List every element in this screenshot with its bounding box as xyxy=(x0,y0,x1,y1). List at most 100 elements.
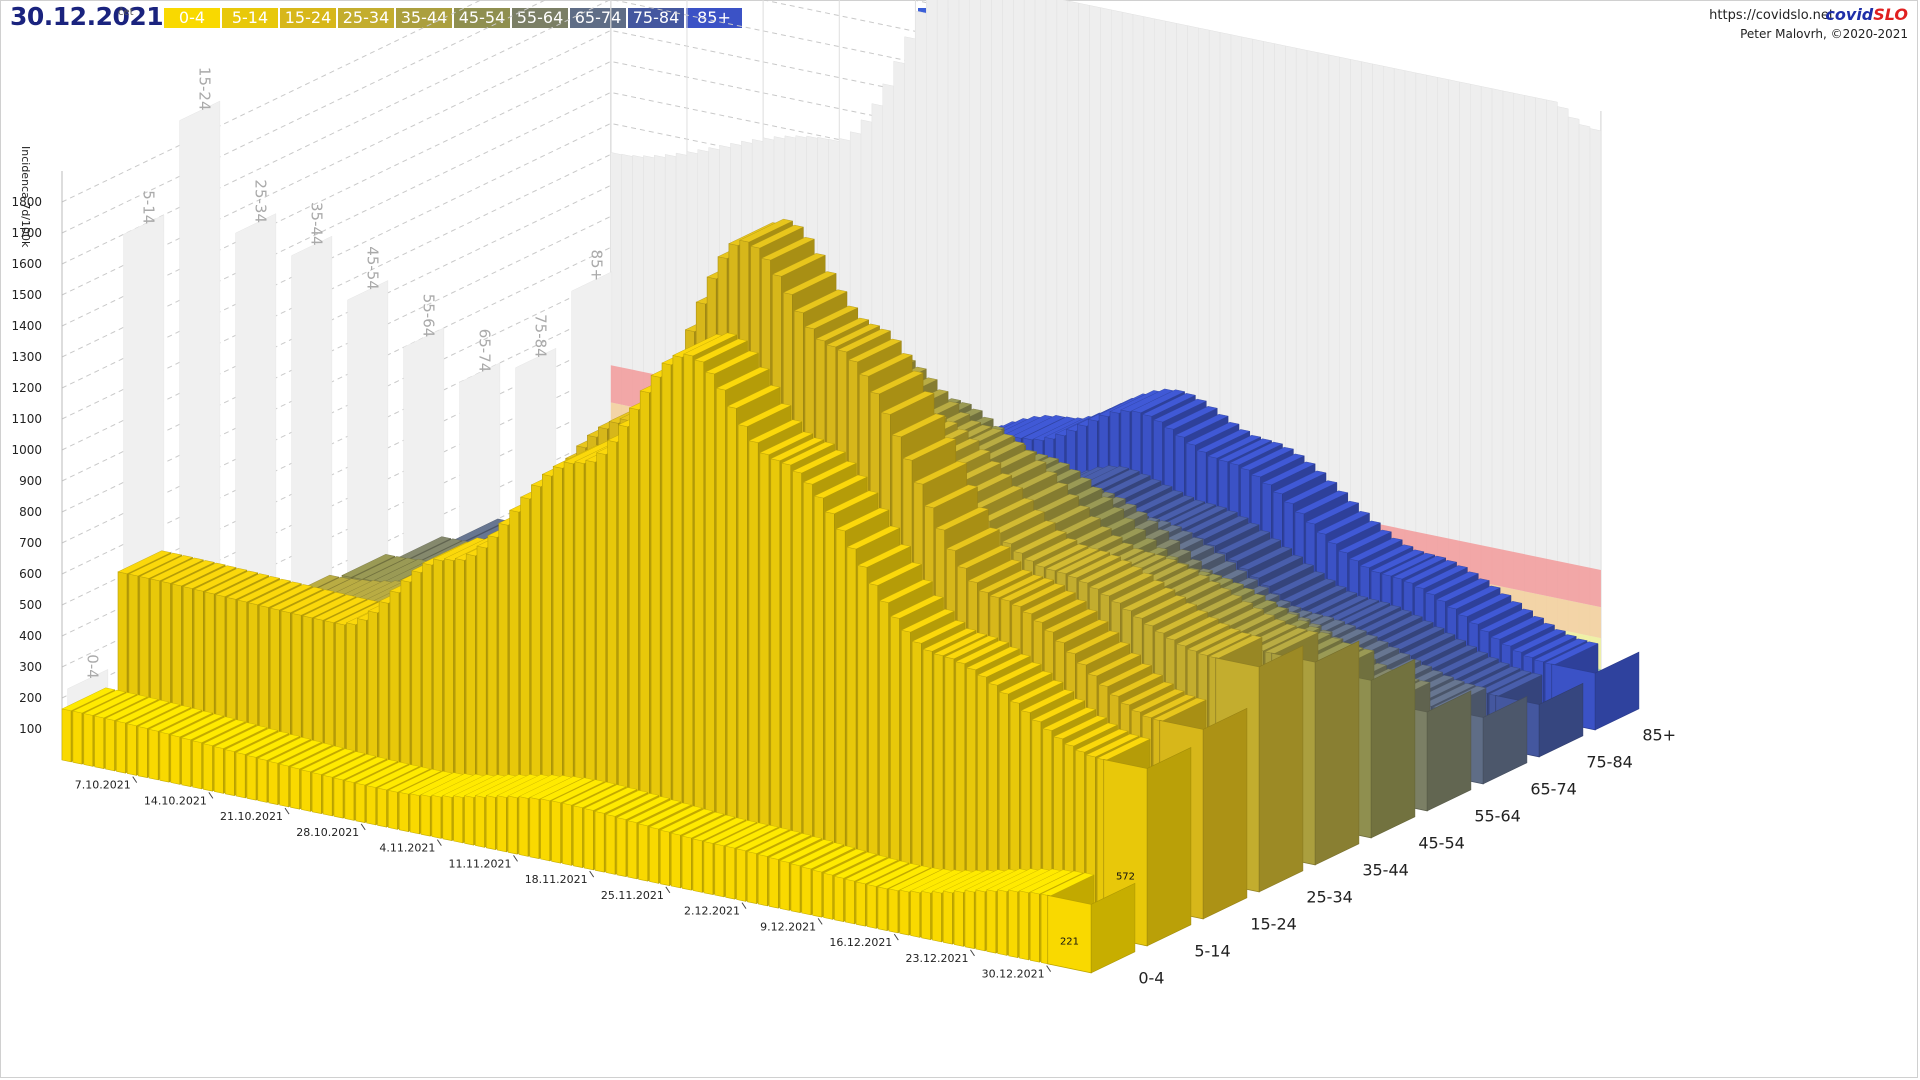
bar-top xyxy=(1392,555,1447,580)
bar-top xyxy=(1185,421,1240,446)
x-tick-label: 18.11.2021 xyxy=(525,873,588,886)
bar-front xyxy=(846,546,857,886)
bar-top xyxy=(835,507,890,532)
bar-front xyxy=(964,889,975,949)
bar-front xyxy=(725,845,736,900)
bar-top xyxy=(311,751,366,775)
bar-top xyxy=(1012,530,1067,554)
bar-top xyxy=(1131,389,1186,413)
bar-top xyxy=(72,689,127,714)
legend-item-45-54[interactable]: 45-54 xyxy=(454,8,510,28)
bar-front xyxy=(694,359,705,855)
legend-item-55-64[interactable]: 55-64 xyxy=(512,8,568,28)
legend-item-0-4[interactable]: 0-4 xyxy=(164,8,220,28)
y-tick-label: 100 xyxy=(19,722,42,736)
bar-top xyxy=(802,461,857,485)
y-tick-label: 1700 xyxy=(11,226,42,240)
x-tick xyxy=(284,807,290,815)
bar-top xyxy=(735,827,791,851)
bar-top xyxy=(782,271,837,295)
legend-item-5-14[interactable]: 5-14 xyxy=(222,8,278,28)
side-projection-label: 0-4 xyxy=(84,654,102,679)
site-url[interactable]: https://covidslo.net xyxy=(1709,8,1834,23)
bar-front xyxy=(520,496,531,819)
bar-front xyxy=(975,889,986,952)
bar-top xyxy=(759,431,814,455)
side-projection-label: 75-84 xyxy=(532,314,550,358)
bar-top xyxy=(815,317,870,342)
bar-front xyxy=(322,774,333,817)
bar-top xyxy=(922,628,977,652)
x-tick xyxy=(970,949,975,957)
bar-front xyxy=(475,795,485,848)
legend-item-25-34[interactable]: 25-34 xyxy=(338,8,394,28)
bar-top xyxy=(561,781,616,806)
bar-top xyxy=(1260,563,1315,587)
bar-front xyxy=(1019,890,1029,961)
bar-top xyxy=(1163,406,1218,430)
bar-top xyxy=(746,830,801,854)
bar-top xyxy=(170,713,225,738)
bar-top xyxy=(1229,441,1284,466)
legend-item-15-24[interactable]: 15-24 xyxy=(280,8,336,28)
bar-top xyxy=(139,555,194,579)
bar-top xyxy=(987,662,1042,686)
bar-front xyxy=(214,746,224,794)
age-axis-label: 65-74 xyxy=(1530,779,1577,798)
bar-top xyxy=(1154,609,1209,634)
bar-top xyxy=(770,437,825,461)
bar-top xyxy=(104,697,159,721)
bar-top xyxy=(1042,707,1097,731)
bar-top xyxy=(291,592,346,616)
x-tick-label: 7.10.2021 xyxy=(75,779,131,792)
bar-front xyxy=(531,484,541,821)
bar-top xyxy=(1021,590,1077,614)
bar-top xyxy=(126,702,181,726)
x-tick-label: 30.12.2021 xyxy=(982,968,1045,981)
legend-item-65-74[interactable]: 65-74 xyxy=(570,8,626,28)
bar-top xyxy=(1085,733,1140,758)
bar-top xyxy=(837,328,892,353)
bar-top xyxy=(1239,446,1295,471)
bar-front xyxy=(910,890,921,938)
bar-front xyxy=(605,814,616,875)
bar-front xyxy=(616,817,627,877)
bar-top xyxy=(1238,546,1293,570)
bar-front xyxy=(649,826,659,884)
bar-front xyxy=(496,795,507,853)
brand-logo[interactable]: covidSLO xyxy=(1825,5,1908,24)
bar-top xyxy=(257,737,312,761)
bar-top xyxy=(989,574,1044,598)
bar-top xyxy=(1457,593,1512,617)
bar-front xyxy=(823,872,834,920)
bar-top xyxy=(1511,629,1567,653)
bar-top xyxy=(258,584,313,608)
bar-top xyxy=(978,569,1033,593)
bar-top xyxy=(648,805,703,830)
bar-top xyxy=(1045,547,1100,571)
bar-top xyxy=(1074,728,1129,753)
bar-front xyxy=(953,890,964,947)
legend-item-75-84[interactable]: 75-84 xyxy=(628,8,684,28)
bar-top xyxy=(1488,672,1543,697)
bar-front xyxy=(877,886,888,931)
bar-top xyxy=(877,865,932,890)
bar-front xyxy=(932,890,942,943)
bar-top xyxy=(857,544,912,568)
bar-front xyxy=(465,553,476,808)
bar-top xyxy=(529,776,584,800)
x-tick-label: 28.10.2021 xyxy=(296,826,359,839)
bar-front xyxy=(377,787,387,828)
bar-top xyxy=(289,745,344,770)
bar-top xyxy=(324,599,379,623)
bar-top xyxy=(868,562,923,586)
age-axis-label: 45-54 xyxy=(1418,833,1465,852)
side-projection-label: 45-54 xyxy=(364,246,382,290)
bar-top xyxy=(704,350,759,375)
bar-top xyxy=(215,573,270,597)
bar-top xyxy=(1098,663,1153,687)
bar-top xyxy=(1119,681,1175,706)
brand-text-covid: covid xyxy=(1825,5,1874,24)
bar-top xyxy=(760,236,815,261)
bar-front xyxy=(683,353,694,853)
